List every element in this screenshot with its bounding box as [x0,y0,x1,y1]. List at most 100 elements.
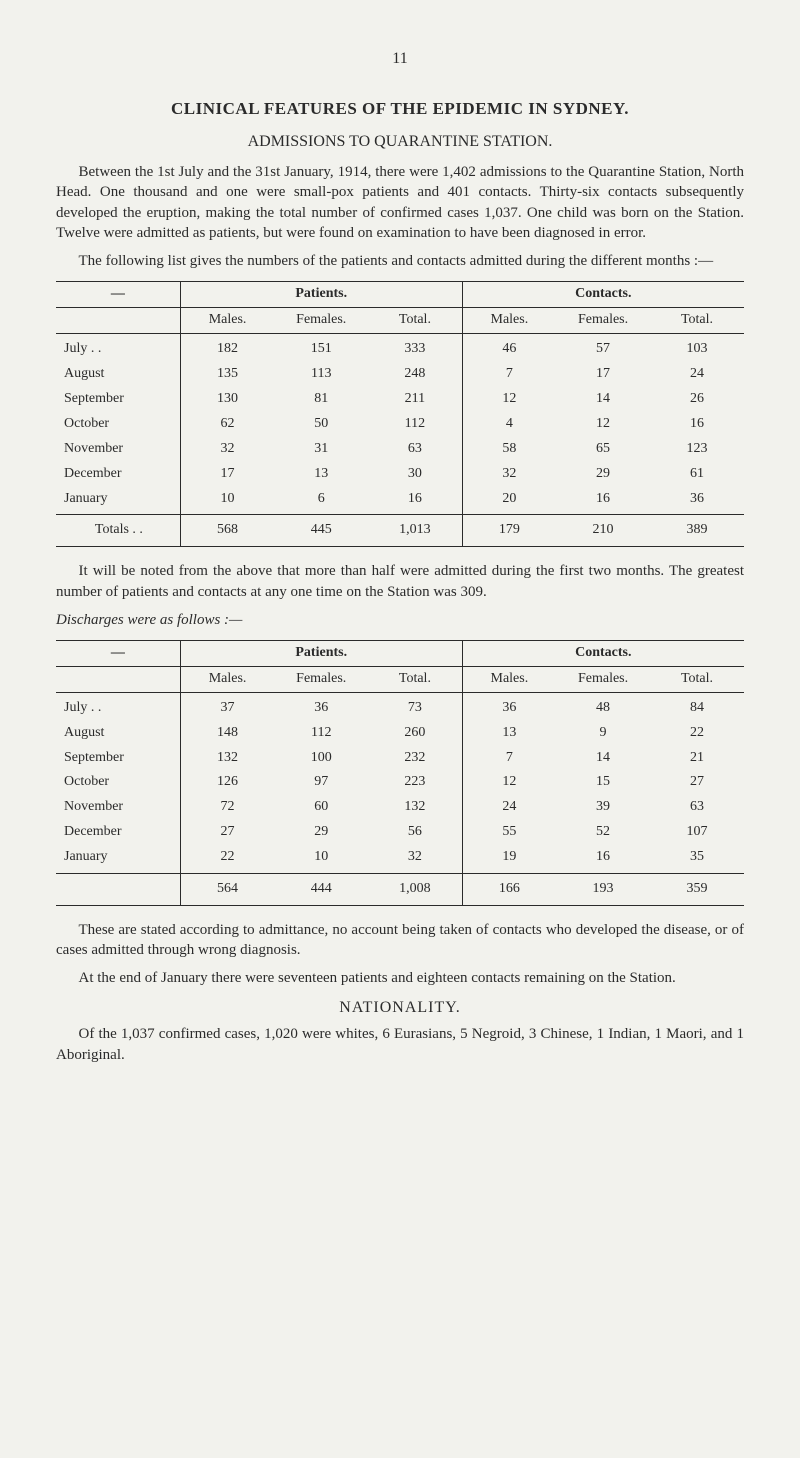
cell: 29 [556,462,650,487]
cell: 50 [274,412,368,437]
cell: 100 [274,746,368,771]
table-row: October 126 97 223 12 15 27 [56,770,744,795]
cell: 39 [556,795,650,820]
nationality-heading: NATIONALITY. [56,997,744,1019]
cell: 32 [462,462,556,487]
cell: 4 [462,412,556,437]
cell: 27 [650,770,744,795]
cell: 21 [650,746,744,771]
cell: 17 [180,462,274,487]
cell: 126 [180,770,274,795]
col-header: Females. [556,666,650,692]
row-month: November [56,437,180,462]
col-header: Females. [274,308,368,334]
col-header: Males. [180,308,274,334]
table-row: August 135 113 248 7 17 24 [56,362,744,387]
cell: 1,008 [368,874,462,906]
cell: 48 [556,692,650,720]
cell: 10 [274,845,368,873]
cell: 16 [650,412,744,437]
discharges-caption: Discharges were as follows :— [56,610,744,630]
row-month: September [56,746,180,771]
cell: 7 [462,746,556,771]
cell: 132 [180,746,274,771]
cell: 60 [274,795,368,820]
cell: 10 [180,487,274,515]
table-row: November 32 31 63 58 65 123 [56,437,744,462]
cell: 211 [368,387,462,412]
table-row: January 22 10 32 19 16 35 [56,845,744,873]
cell: 12 [462,387,556,412]
cell: 84 [650,692,744,720]
cell: 29 [274,820,368,845]
cell: 30 [368,462,462,487]
group-header-patients: Patients. [180,282,462,308]
stub-dash: — [56,282,180,308]
cell: 248 [368,362,462,387]
cell: 179 [462,515,556,547]
cell: 16 [368,487,462,515]
cell: 15 [556,770,650,795]
cell: 130 [180,387,274,412]
cell: 148 [180,721,274,746]
row-month: November [56,795,180,820]
cell: 389 [650,515,744,547]
cell: 103 [650,334,744,362]
col-header: Males. [462,666,556,692]
col-header: Males. [462,308,556,334]
group-header-contacts: Contacts. [462,641,744,667]
cell: 32 [368,845,462,873]
cell: 58 [462,437,556,462]
cell: 260 [368,721,462,746]
admissions-table: — Patients. Contacts. Males. Females. To… [56,281,744,547]
row-month: August [56,362,180,387]
cell: 1,013 [368,515,462,547]
cell: 564 [180,874,274,906]
cell: 81 [274,387,368,412]
cell: 36 [462,692,556,720]
cell: 7 [462,362,556,387]
cell: 14 [556,387,650,412]
closing-paragraph-1: These are stated according to admittance… [56,920,744,961]
row-month: September [56,387,180,412]
cell: 17 [556,362,650,387]
stub-blank [56,666,180,692]
stub-dash: — [56,641,180,667]
nationality-paragraph: Of the 1,037 confirmed cases, 1,020 were… [56,1024,744,1065]
cell: 210 [556,515,650,547]
cell: 232 [368,746,462,771]
mid-paragraph-1: It will be noted from the above that mor… [56,561,744,602]
cell: 97 [274,770,368,795]
col-header: Total. [650,308,744,334]
group-header-patients: Patients. [180,641,462,667]
totals-row: Totals . . 568 445 1,013 179 210 389 [56,515,744,547]
table-row: January 10 6 16 20 16 36 [56,487,744,515]
row-month: October [56,770,180,795]
col-header: Total. [650,666,744,692]
table-row: September 130 81 211 12 14 26 [56,387,744,412]
totals-row: 564 444 1,008 166 193 359 [56,874,744,906]
page-subtitle: ADMISSIONS TO QUARANTINE STATION. [56,131,744,153]
cell: 123 [650,437,744,462]
cell: 26 [650,387,744,412]
stub-blank [56,308,180,334]
cell: 12 [462,770,556,795]
totals-label [56,874,180,906]
cell: 31 [274,437,368,462]
cell: 24 [650,362,744,387]
col-header: Females. [556,308,650,334]
intro-paragraph-2: The following list gives the numbers of … [56,251,744,271]
intro-paragraph-1: Between the 1st July and the 31st Januar… [56,162,744,243]
cell: 6 [274,487,368,515]
cell: 32 [180,437,274,462]
discharges-table: — Patients. Contacts. Males. Females. To… [56,640,744,906]
table-row: July . . 37 36 73 36 48 84 [56,692,744,720]
totals-label: Totals . . [56,515,180,547]
cell: 359 [650,874,744,906]
cell: 22 [650,721,744,746]
table-row: July . . 182 151 333 46 57 103 [56,334,744,362]
col-header: Total. [368,666,462,692]
cell: 20 [462,487,556,515]
table-row: November 72 60 132 24 39 63 [56,795,744,820]
cell: 65 [556,437,650,462]
